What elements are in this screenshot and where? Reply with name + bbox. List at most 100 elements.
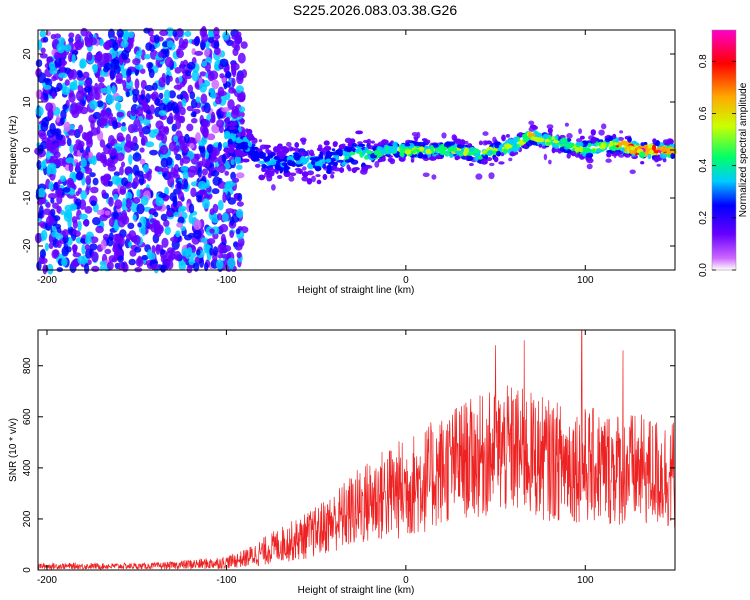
spectrogram-cell <box>108 232 114 241</box>
spectrogram-signal-cell <box>366 138 372 145</box>
spectrogram-cell <box>89 90 95 97</box>
spectrogram-cell <box>116 28 124 38</box>
spectrogram-signal-cell <box>349 138 356 144</box>
spectrogram-cell <box>216 109 222 120</box>
spectrogram-cell <box>100 175 110 186</box>
spectrogram-cell <box>548 159 552 165</box>
spectrogram-cell <box>65 209 73 219</box>
spectrogram-cell <box>135 257 144 268</box>
spectrogram-x-ticks: -200 -100 0 100 <box>37 30 594 286</box>
spectrogram-cell <box>111 175 121 185</box>
spectrogram-cell <box>69 144 74 154</box>
spectrogram-cell <box>235 172 245 179</box>
spectrogram-cell <box>68 92 76 103</box>
spectrogram-cell <box>85 236 92 245</box>
spectrogram-cell <box>102 157 108 168</box>
spectrogram-cell <box>184 30 192 37</box>
spectrogram-signal-cell <box>466 155 474 161</box>
spectrogram-signal-cell <box>482 150 487 154</box>
spectrogram-cell <box>228 87 236 94</box>
spectrogram-signal-cell <box>591 136 597 144</box>
spectrogram-cell <box>126 39 134 50</box>
spectrogram-cell <box>90 186 99 194</box>
spectrogram-cell <box>91 265 100 272</box>
spectrogram-signal-cell <box>532 124 537 130</box>
spectrogram-signal-cell <box>613 151 621 156</box>
spectrogram-cell <box>161 237 169 248</box>
spectrogram-cell <box>89 243 98 251</box>
spectrogram-cell <box>122 79 127 88</box>
spectrogram-signal-cell <box>504 143 511 148</box>
spectrogram-signal-cell <box>281 146 289 153</box>
spectrogram-cell <box>230 159 235 166</box>
spectrogram-cell <box>68 188 76 196</box>
spectrogram-cell <box>107 161 115 168</box>
spectrogram-signal-cell <box>547 127 553 134</box>
spectrogram-cell <box>115 102 122 111</box>
spectrogram-cell <box>40 47 46 54</box>
y-tick-label: -20 <box>22 238 33 253</box>
spectrogram-cell <box>232 177 240 183</box>
spectrogram-cell <box>48 193 57 200</box>
spectrogram-signal-cell <box>500 152 505 157</box>
spectrogram-signal-cell <box>513 142 517 150</box>
spectrogram-cell <box>235 243 243 251</box>
spectrogram-cell <box>84 85 92 93</box>
spectrogram-cell <box>61 86 71 95</box>
spectrogram-cell <box>77 220 82 232</box>
spectrogram-signal-cell <box>474 148 480 153</box>
spectrogram-cell <box>43 91 49 101</box>
spectrogram-cell <box>193 262 200 272</box>
spectrogram-signal-cell <box>429 156 437 161</box>
spectrogram-cell <box>132 58 141 66</box>
spectrogram-signal-cell <box>381 139 388 146</box>
spectrogram-cell <box>138 174 145 186</box>
spectrogram-cell <box>185 250 190 260</box>
spectrogram-signal-cell <box>662 139 669 146</box>
spectrogram-cell <box>184 133 190 144</box>
spectrogram-cell <box>144 84 154 92</box>
spectrogram-cell <box>101 52 110 63</box>
snr-panel: -200 -100 0 100 0 200 400 600 800 Height of str… <box>8 329 676 596</box>
spectrogram-cell <box>121 122 126 128</box>
spectrogram-cell <box>236 208 244 219</box>
spectrogram-cell <box>629 169 636 175</box>
spectrogram-cell <box>236 164 243 170</box>
spectrogram-cell <box>108 217 116 227</box>
spectrogram-signal-cell <box>227 138 233 145</box>
spectrogram-cell <box>113 211 119 220</box>
spectrogram-cell <box>134 246 142 253</box>
spectrogram-cell <box>441 132 447 139</box>
spectrogram-signal-cell <box>298 168 303 175</box>
spectrogram-cell <box>116 152 125 162</box>
spectrogram-cell <box>175 230 181 238</box>
spectrogram-cell <box>311 175 316 183</box>
snr-y-axis-title: SNR (10 * v/v) <box>8 418 19 482</box>
spectrogram-cell <box>128 31 134 39</box>
spectrogram-cell <box>206 158 211 166</box>
spectrogram-cell <box>374 161 380 168</box>
snr-frame <box>37 329 676 571</box>
spectrogram-cell <box>288 175 295 182</box>
spectrogram-cell <box>158 110 167 116</box>
spectrogram-signal-cell <box>381 154 386 161</box>
y-tick-label: 200 <box>22 510 33 527</box>
spectrogram-cell <box>222 142 230 149</box>
spectrogram-signal-cell <box>508 138 513 144</box>
spectrogram-cell <box>136 189 141 198</box>
spectrogram-signal-cell <box>259 151 264 156</box>
spectrogram-cell <box>211 188 220 195</box>
spectrogram-cell <box>202 127 209 139</box>
spectrogram-cell <box>78 80 85 86</box>
spectrogram-cell <box>43 36 49 43</box>
spectrogram-cell <box>157 51 164 58</box>
spectrogram-cell <box>183 179 188 190</box>
spectrogram-cell <box>64 79 70 86</box>
spectrogram-cell <box>37 187 46 199</box>
spectrogram-signal-cell <box>240 144 247 150</box>
spectrogram-cell <box>114 199 123 210</box>
colorbar-tick-label: 0.4 <box>698 158 709 172</box>
spectrogram-cell <box>110 58 120 70</box>
spectrogram-cell <box>92 63 98 74</box>
spectrogram-cell <box>221 253 230 259</box>
